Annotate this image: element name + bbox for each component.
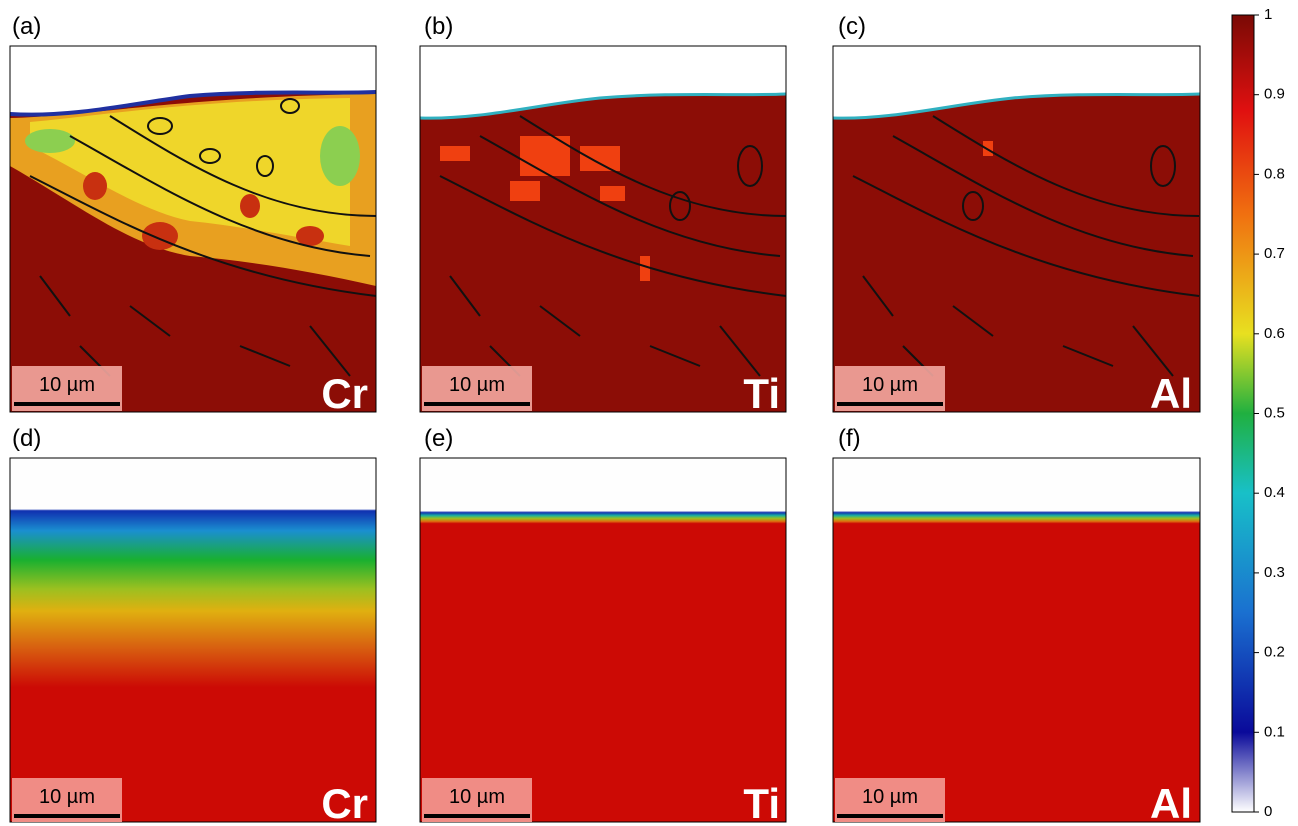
colorbar-tick-label: 0.3 xyxy=(1264,564,1285,581)
scale-bar-label: 10 µm xyxy=(862,374,918,396)
panel-label: (e) xyxy=(424,425,453,452)
element-label: Ti xyxy=(743,370,780,417)
panel-image xyxy=(420,458,786,822)
panel-image xyxy=(833,458,1200,822)
panel-image xyxy=(10,46,376,412)
panel-image xyxy=(833,46,1200,412)
scale-bar-label: 10 µm xyxy=(39,374,95,396)
colorbar-tick-label: 0.9 xyxy=(1264,86,1285,103)
element-label: Cr xyxy=(321,370,368,417)
colorbar xyxy=(1232,15,1254,812)
colorbar-tick-label: 0.6 xyxy=(1264,325,1285,342)
figure: (a) 10 µm Cr (b) xyxy=(0,0,1298,826)
panel-label: (a) xyxy=(12,13,41,40)
colorbar-tick-label: 0.4 xyxy=(1264,484,1285,501)
scale-bar-label: 10 µm xyxy=(449,786,505,808)
scale-bar-label: 10 µm xyxy=(449,374,505,396)
element-label: Cr xyxy=(321,780,368,826)
colorbar-tick-label: 0 xyxy=(1264,803,1272,820)
panel-label: (c) xyxy=(838,13,866,40)
panel-image xyxy=(10,458,376,822)
colorbar-tick-label: 0.2 xyxy=(1264,644,1285,661)
colorbar-tick-label: 0.1 xyxy=(1264,723,1285,740)
scale-bar-label: 10 µm xyxy=(862,786,918,808)
panel-label: (b) xyxy=(424,13,453,40)
panel-image xyxy=(420,46,786,412)
element-label: Ti xyxy=(743,780,780,826)
colorbar-tick-label: 0.5 xyxy=(1264,404,1285,421)
scale-bar-label: 10 µm xyxy=(39,786,95,808)
element-label: Al xyxy=(1150,780,1192,826)
colorbar-tick-label: 1 xyxy=(1264,6,1272,23)
panel-label: (d) xyxy=(12,425,41,452)
panel-label: (f) xyxy=(838,425,861,452)
colorbar-tick-label: 0.7 xyxy=(1264,245,1285,262)
colorbar-tick-label: 0.8 xyxy=(1264,165,1285,182)
element-label: Al xyxy=(1150,370,1192,417)
